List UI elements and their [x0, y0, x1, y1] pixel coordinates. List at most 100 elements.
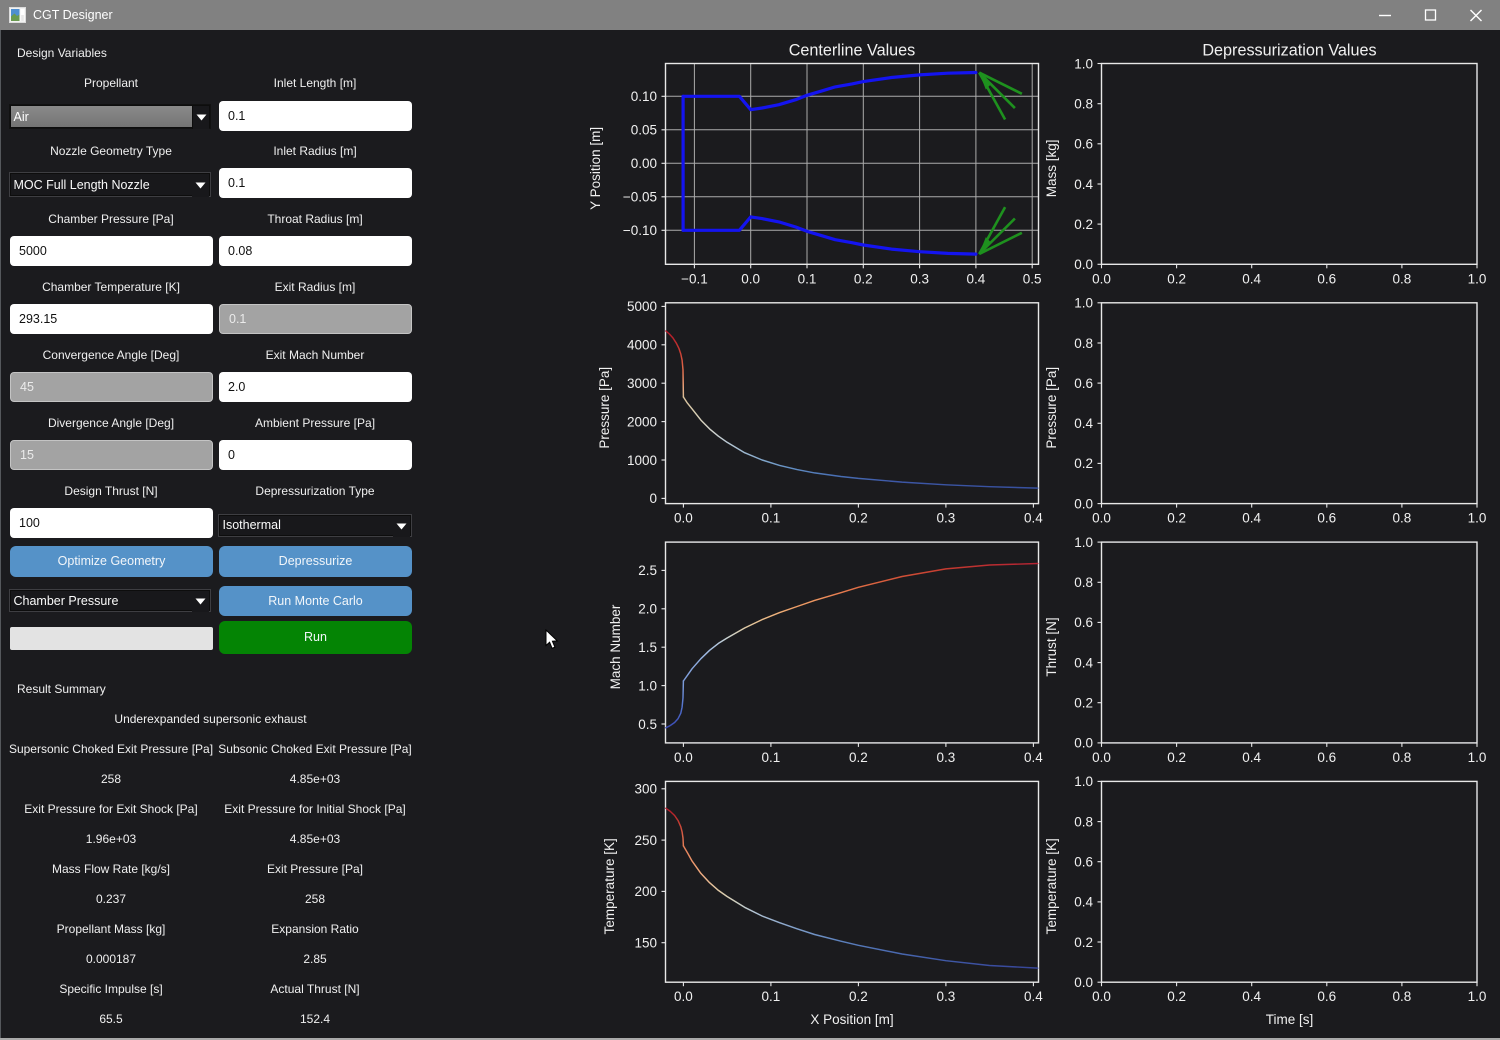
- svg-text:0.4: 0.4: [1074, 655, 1093, 670]
- svg-text:Thrust [N]: Thrust [N]: [1044, 617, 1059, 676]
- svg-text:0.4: 0.4: [1074, 416, 1093, 431]
- svg-text:0.5: 0.5: [638, 717, 657, 732]
- svg-text:2.0: 2.0: [638, 602, 657, 617]
- svg-text:0.2: 0.2: [849, 511, 868, 526]
- svg-text:1.0: 1.0: [1074, 774, 1093, 789]
- svg-text:Pressure [Pa]: Pressure [Pa]: [1044, 367, 1059, 449]
- svg-text:0.0: 0.0: [674, 511, 693, 526]
- svg-text:X Position [m]: X Position [m]: [810, 1012, 893, 1027]
- svg-text:0.2: 0.2: [1074, 217, 1093, 232]
- svg-text:0.4: 0.4: [1242, 271, 1261, 286]
- svg-text:0.8: 0.8: [1074, 575, 1093, 590]
- svg-text:0.6: 0.6: [1074, 137, 1093, 152]
- svg-text:0.1: 0.1: [798, 271, 817, 286]
- svg-text:0.0: 0.0: [1074, 736, 1093, 751]
- svg-text:0: 0: [649, 491, 657, 506]
- svg-text:1.5: 1.5: [638, 640, 657, 655]
- svg-text:0.2: 0.2: [1074, 696, 1093, 711]
- svg-text:0.6: 0.6: [1317, 511, 1336, 526]
- svg-text:0.0: 0.0: [674, 750, 693, 765]
- svg-text:4000: 4000: [627, 338, 657, 353]
- svg-text:0.4: 0.4: [1074, 177, 1093, 192]
- svg-text:2000: 2000: [627, 414, 657, 429]
- svg-text:0.2: 0.2: [1167, 989, 1186, 1004]
- svg-text:1000: 1000: [627, 453, 657, 468]
- svg-text:0.2: 0.2: [1167, 750, 1186, 765]
- svg-text:0.1: 0.1: [762, 989, 781, 1004]
- svg-text:0.0: 0.0: [1074, 257, 1093, 272]
- svg-text:−0.1: −0.1: [681, 271, 708, 286]
- svg-text:0.0: 0.0: [1092, 271, 1111, 286]
- svg-text:−0.10: −0.10: [623, 223, 657, 238]
- svg-text:5000: 5000: [627, 299, 657, 314]
- svg-text:Pressure [Pa]: Pressure [Pa]: [597, 367, 612, 449]
- svg-text:0.6: 0.6: [1317, 750, 1336, 765]
- svg-text:1.0: 1.0: [1074, 296, 1093, 311]
- svg-text:0.4: 0.4: [1242, 511, 1261, 526]
- svg-text:0.3: 0.3: [937, 750, 956, 765]
- svg-text:0.4: 0.4: [967, 271, 986, 286]
- svg-text:0.2: 0.2: [849, 750, 868, 765]
- svg-text:0.3: 0.3: [937, 511, 956, 526]
- svg-text:250: 250: [634, 833, 657, 848]
- svg-text:0.2: 0.2: [1074, 935, 1093, 950]
- svg-text:0.0: 0.0: [1074, 975, 1093, 990]
- svg-text:0.2: 0.2: [1167, 511, 1186, 526]
- svg-text:0.8: 0.8: [1074, 336, 1093, 351]
- svg-text:1.0: 1.0: [1468, 750, 1487, 765]
- svg-text:0.6: 0.6: [1317, 271, 1336, 286]
- svg-text:Y Position [m]: Y Position [m]: [588, 127, 603, 210]
- svg-text:0.8: 0.8: [1393, 271, 1412, 286]
- svg-text:200: 200: [634, 884, 657, 899]
- svg-text:−0.05: −0.05: [623, 190, 657, 205]
- svg-text:0.6: 0.6: [1074, 376, 1093, 391]
- svg-text:0.0: 0.0: [674, 989, 693, 1004]
- svg-text:0.0: 0.0: [741, 271, 760, 286]
- svg-text:0.6: 0.6: [1317, 989, 1336, 1004]
- svg-text:150: 150: [634, 936, 657, 951]
- svg-text:0.4: 0.4: [1024, 511, 1043, 526]
- svg-text:1.0: 1.0: [1074, 535, 1093, 550]
- svg-text:Time [s]: Time [s]: [1266, 1012, 1314, 1027]
- svg-text:1.0: 1.0: [1468, 989, 1487, 1004]
- svg-text:1.0: 1.0: [1468, 511, 1487, 526]
- svg-text:0.3: 0.3: [910, 271, 929, 286]
- svg-text:1.0: 1.0: [1468, 271, 1487, 286]
- svg-text:0.8: 0.8: [1393, 989, 1412, 1004]
- svg-text:0.4: 0.4: [1242, 989, 1261, 1004]
- svg-text:0.8: 0.8: [1393, 750, 1412, 765]
- svg-text:Mach Number: Mach Number: [608, 604, 623, 689]
- svg-text:0.0: 0.0: [1092, 989, 1111, 1004]
- svg-text:Temperature [K]: Temperature [K]: [1044, 838, 1059, 934]
- svg-text:1.0: 1.0: [638, 678, 657, 693]
- svg-text:2.5: 2.5: [638, 563, 657, 578]
- svg-text:0.4: 0.4: [1242, 750, 1261, 765]
- svg-text:0.10: 0.10: [631, 89, 657, 104]
- svg-text:Depressurization Values: Depressurization Values: [1202, 42, 1376, 60]
- svg-text:0.6: 0.6: [1074, 855, 1093, 870]
- svg-text:0.2: 0.2: [849, 989, 868, 1004]
- svg-text:0.4: 0.4: [1024, 750, 1043, 765]
- svg-text:0.6: 0.6: [1074, 615, 1093, 630]
- svg-text:0.0: 0.0: [1092, 750, 1111, 765]
- svg-text:0.00: 0.00: [631, 156, 657, 171]
- svg-text:1.0: 1.0: [1074, 56, 1093, 71]
- svg-text:0.0: 0.0: [1074, 496, 1093, 511]
- svg-text:0.1: 0.1: [762, 511, 781, 526]
- svg-text:300: 300: [634, 782, 657, 797]
- svg-text:0.2: 0.2: [1074, 456, 1093, 471]
- svg-text:0.2: 0.2: [1167, 271, 1186, 286]
- svg-text:0.8: 0.8: [1074, 97, 1093, 112]
- svg-text:0.8: 0.8: [1393, 511, 1412, 526]
- svg-text:3000: 3000: [627, 376, 657, 391]
- svg-text:Temperature [K]: Temperature [K]: [602, 838, 617, 934]
- svg-text:0.8: 0.8: [1074, 814, 1093, 829]
- svg-text:0.1: 0.1: [762, 750, 781, 765]
- svg-text:Centerline Values: Centerline Values: [789, 42, 916, 60]
- svg-text:0.0: 0.0: [1092, 511, 1111, 526]
- svg-text:0.05: 0.05: [631, 123, 657, 138]
- svg-text:Mass [kg]: Mass [kg]: [1044, 140, 1059, 198]
- svg-text:0.2: 0.2: [854, 271, 873, 286]
- svg-text:0.4: 0.4: [1024, 989, 1043, 1004]
- svg-text:0.3: 0.3: [937, 989, 956, 1004]
